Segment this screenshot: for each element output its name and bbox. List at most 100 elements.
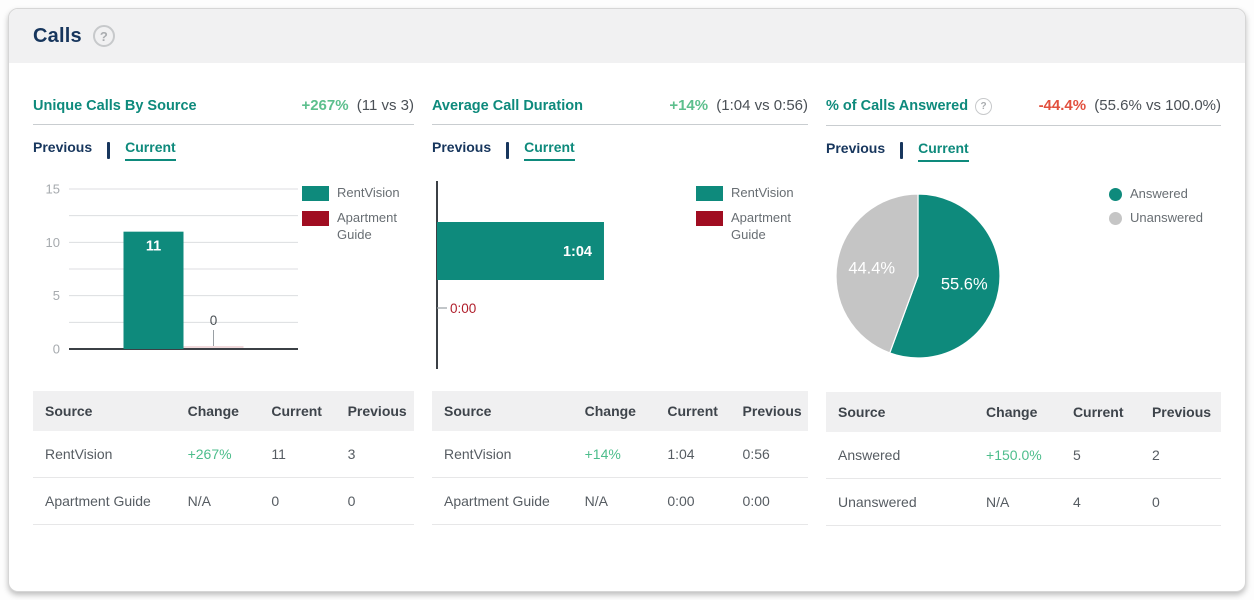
table-row: RentVision +267% 11 3	[33, 431, 414, 478]
cell-current: 1:04	[661, 431, 737, 478]
bar-chart: 0 5 10 15 11 0	[33, 177, 302, 383]
comparison-values: (1:04 vs 0:56)	[716, 97, 808, 114]
cell-source: RentVision	[432, 431, 579, 478]
cell-change: N/A	[980, 478, 1067, 526]
metrics-content: Unique Calls By Source +267% (11 vs 3) P…	[9, 63, 1245, 566]
cell-previous: 3	[341, 431, 414, 478]
cell-current: 5	[1066, 431, 1146, 479]
help-icon[interactable]: ?	[975, 97, 993, 115]
metric-stats: -44.4% (55.6% vs 100.0%)	[1039, 97, 1221, 114]
table-row: Apartment Guide N/A 0 0	[33, 477, 414, 525]
pie-chart-svg: 55.6% 44.4%	[835, 192, 1001, 359]
metric-table: Source Change Current Previous RentVision +26…	[33, 391, 414, 525]
column-header: Current	[1072, 403, 1124, 420]
cell-change: N/A	[578, 477, 662, 525]
tab-separator	[107, 141, 111, 159]
comparison-values: (55.6% vs 100.0%)	[1094, 97, 1221, 114]
legend-item: RentVision	[696, 185, 808, 202]
tab-current[interactable]: Current	[125, 139, 176, 161]
tab-previous[interactable]: Previous	[432, 139, 492, 155]
table-row: Answered +150.0% 5 2	[826, 431, 1221, 479]
legend-item: RentVision	[302, 185, 414, 202]
legend-label: Apartment Guide	[731, 209, 791, 242]
cell-current: 11	[265, 431, 342, 478]
svg-text:55.6%: 55.6%	[941, 275, 988, 293]
svg-text:11: 11	[146, 239, 161, 255]
metric-title: % of Calls Answered	[826, 98, 969, 114]
panel-unique-calls-by-source: Unique Calls By Source +267% (11 vs 3) P…	[33, 97, 414, 526]
metric-table: Source Change Current Previous Answered +150.…	[826, 391, 1221, 526]
legend-item: Apartment Guide	[302, 210, 414, 244]
chart-row: 1:04 0:00 RentVision Apartment Guide	[432, 177, 808, 383]
calls-card: Calls ? Unique Calls By Source +267% (11…	[8, 8, 1246, 592]
legend-swatch-icon	[1109, 187, 1122, 201]
tabs: Previous Current	[432, 138, 808, 162]
tab-current[interactable]: Current	[918, 140, 969, 162]
column-header: Previous	[742, 403, 802, 419]
svg-text:5: 5	[53, 288, 60, 303]
column-header: Source	[45, 403, 93, 419]
legend-swatch-icon	[696, 210, 723, 226]
pie-chart: 55.6% 44.4%	[826, 178, 1109, 384]
cell-previous: 0	[1145, 478, 1221, 526]
column-header: Change	[187, 403, 239, 419]
tab-previous[interactable]: Previous	[826, 139, 886, 156]
legend-swatch-icon	[302, 186, 329, 201]
legend-label: Answered	[1130, 185, 1188, 201]
column-header: Source	[444, 403, 492, 419]
cell-source: Unanswered	[826, 478, 981, 526]
panel-average-call-duration: Average Call Duration +14% (1:04 vs 0:56…	[432, 97, 808, 526]
metric-head: Unique Calls By Source +267% (11 vs 3)	[33, 97, 414, 125]
svg-text:1:04: 1:04	[563, 244, 592, 260]
column-header: Previous	[347, 403, 407, 419]
chart-legend: RentVision Apartment Guide	[302, 177, 414, 383]
cell-source: RentVision	[33, 431, 182, 478]
page-title: Calls	[33, 24, 82, 47]
cell-change: N/A	[181, 477, 266, 525]
horizontal-bar-chart: 1:04 0:00	[432, 177, 696, 383]
legend-swatch-icon	[1109, 212, 1122, 226]
table-row: RentVision +14% 1:04 0:56	[432, 431, 808, 478]
cell-previous: 0:00	[736, 477, 808, 525]
legend-label: RentVision	[731, 185, 794, 200]
cell-previous: 0:56	[736, 431, 808, 478]
cell-current: 0:00	[661, 477, 737, 525]
cell-previous: 2	[1145, 431, 1221, 479]
tab-current[interactable]: Current	[524, 139, 575, 161]
metric-head: Average Call Duration +14% (1:04 vs 0:56…	[432, 97, 808, 125]
column-header: Source	[838, 403, 886, 420]
comparison-values: (11 vs 3)	[356, 97, 414, 114]
metric-title: Unique Calls By Source	[33, 98, 197, 114]
metric-head: % of Calls Answered ? -44.4% (55.6% vs 1…	[826, 97, 1221, 126]
legend-swatch-icon	[696, 186, 723, 201]
bar-chart-svg: 0 5 10 15 11 0	[46, 182, 298, 357]
column-header: Previous	[1151, 403, 1212, 420]
tabs: Previous Current	[826, 139, 1221, 163]
hbar-chart-svg: 1:04 0:00	[436, 181, 604, 369]
svg-text:15: 15	[46, 182, 60, 197]
column-header: Current	[271, 403, 322, 419]
cell-current: 4	[1066, 478, 1146, 526]
svg-text:44.4%: 44.4%	[848, 259, 895, 277]
chart-legend: RentVision Apartment Guide	[696, 177, 808, 383]
column-header: Change	[986, 403, 1038, 420]
legend-label: Apartment Guide	[337, 209, 397, 242]
legend-label: RentVision	[337, 185, 400, 200]
cell-source: Answered	[826, 431, 981, 479]
tab-previous[interactable]: Previous	[33, 139, 93, 155]
cell-change: +150.0%	[980, 431, 1067, 479]
tabs: Previous Current	[33, 138, 414, 162]
table-row: Apartment Guide N/A 0:00 0:00	[432, 477, 808, 525]
legend-label: Unanswered	[1130, 210, 1203, 226]
svg-text:0: 0	[53, 342, 60, 357]
cell-change: +267%	[181, 431, 266, 478]
table-row: Unanswered N/A 4 0	[826, 478, 1221, 526]
tab-separator	[506, 141, 510, 159]
change-value: +14%	[669, 97, 709, 114]
help-icon[interactable]: ?	[92, 25, 115, 47]
chart-row: 55.6% 44.4% Answered Unanswered	[826, 178, 1221, 384]
legend-item: Unanswered	[1109, 210, 1221, 227]
panel-percent-calls-answered: % of Calls Answered ? -44.4% (55.6% vs 1…	[826, 97, 1221, 526]
chart-legend: Answered Unanswered	[1109, 178, 1221, 384]
cell-previous: 0	[341, 477, 414, 525]
